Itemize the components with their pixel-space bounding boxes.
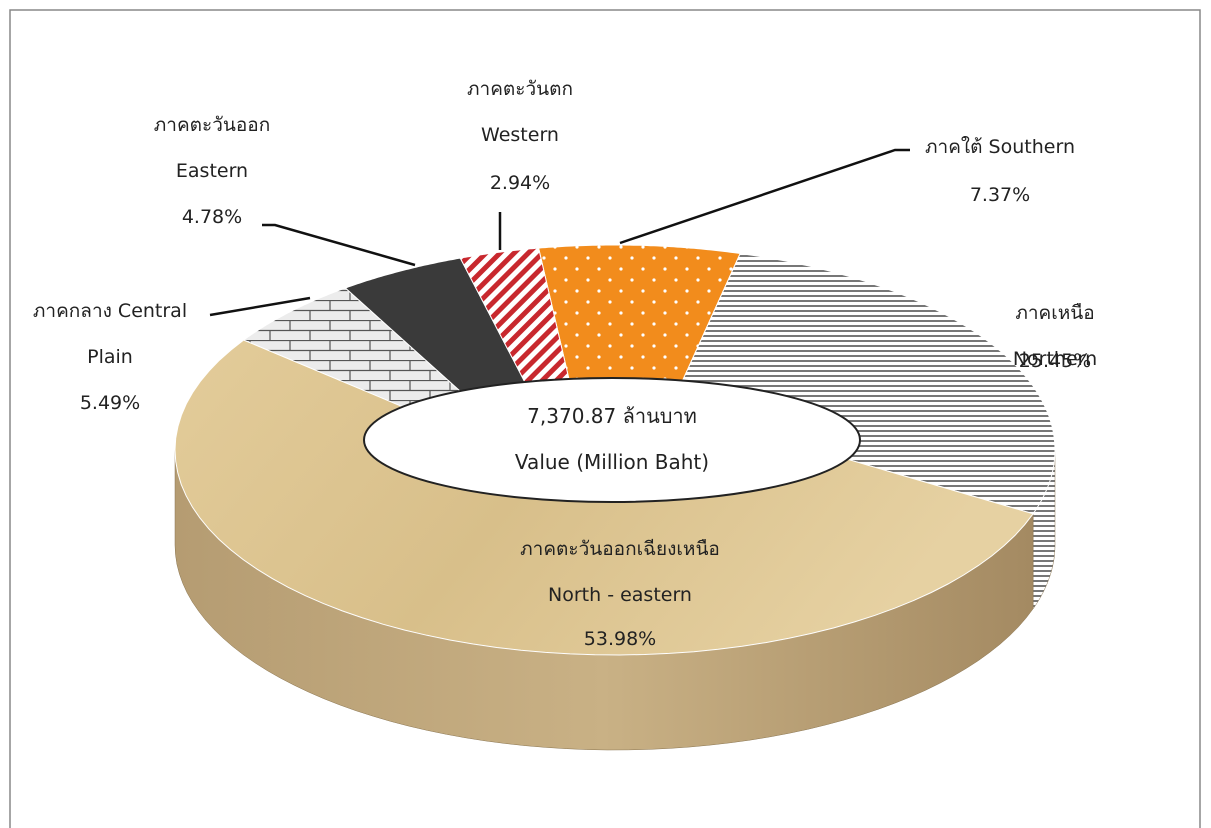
donut-hole: [363, 377, 861, 503]
leader-line: [262, 223, 416, 267]
value-label: 5.49%: [79, 392, 141, 414]
category-label: ภาคตะวันออก Eastern: [153, 114, 271, 182]
category-label: ภาคใต้ Southern: [925, 136, 1075, 158]
center-text: 7,370.87 ล้านบาท: [527, 404, 697, 428]
category-label: ภาคกลาง Central Plain: [32, 300, 188, 368]
center-text: Value (Million Baht): [514, 450, 710, 474]
leader-line: [619, 148, 910, 245]
value-label: 25.45%: [1018, 350, 1092, 372]
leader-line: [209, 296, 311, 317]
value-label: 7.37%: [969, 184, 1031, 206]
value-label: 2.94%: [489, 172, 551, 194]
category-label: ภาคเหนือ Northern: [1012, 302, 1098, 370]
value-label: 4.78%: [181, 206, 243, 228]
value-label: 53.98%: [583, 628, 657, 650]
category-label: ภาคตะวันออกเฉียงเหนือ North - eastern: [520, 538, 720, 606]
category-label: ภาคตะวันตก Western: [467, 78, 573, 146]
frame: [9, 9, 1201, 828]
